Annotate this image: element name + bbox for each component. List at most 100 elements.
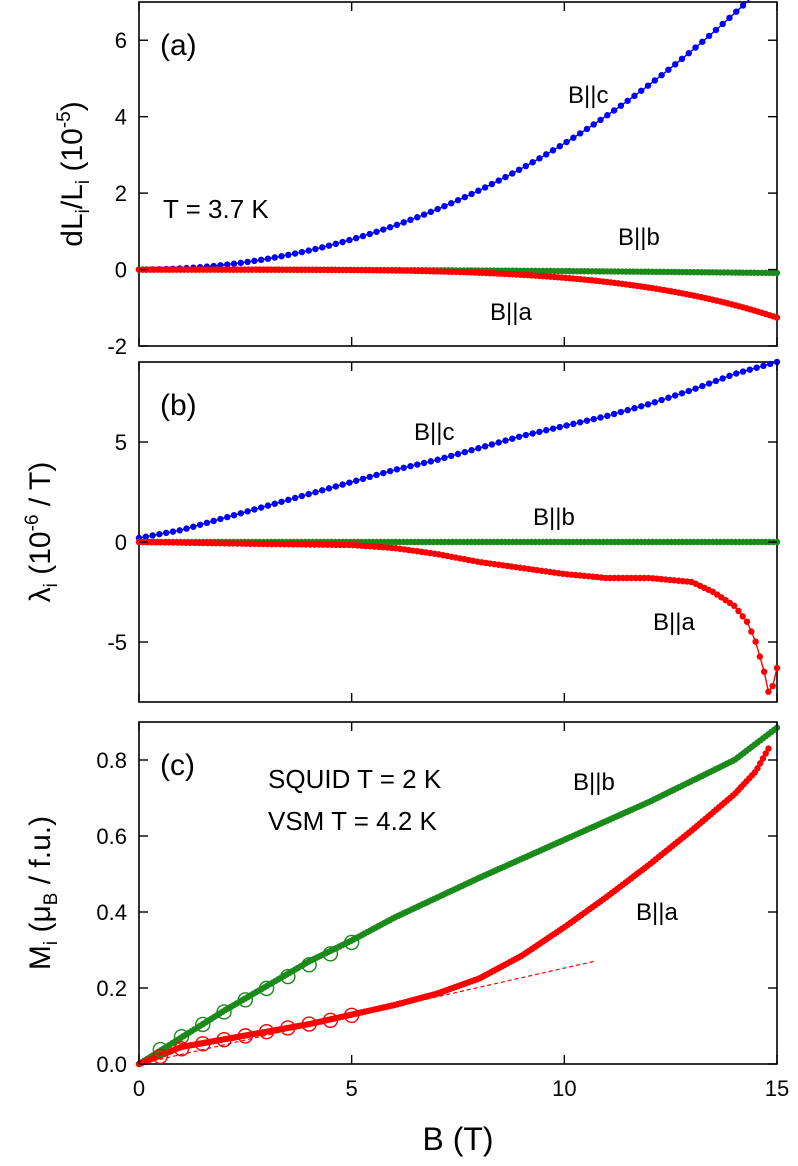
data-point-open (152, 1048, 168, 1065)
data-point (739, 368, 747, 375)
data-point (352, 477, 360, 484)
data-point (332, 483, 340, 490)
panel-c-label-b: B||b (573, 769, 615, 796)
data-point (597, 116, 604, 124)
data-point (407, 462, 414, 470)
data-point (339, 481, 346, 488)
data-point (454, 197, 462, 204)
data-point (631, 405, 638, 412)
panel-a-label: (a) (160, 29, 197, 62)
panel-a-label-a: B||a (490, 299, 532, 326)
data-point (665, 394, 672, 401)
data-point (244, 258, 251, 266)
panel-b-marks (135, 358, 781, 695)
data-point (475, 445, 482, 452)
data-point (251, 257, 258, 265)
data-point (773, 314, 781, 321)
data-point (757, 760, 764, 767)
data-point (746, 366, 754, 373)
data-point (726, 372, 733, 380)
data-point-open (195, 1016, 211, 1033)
data-point (224, 261, 231, 268)
fit-line (138, 960, 595, 1065)
data-point (610, 410, 618, 418)
data-point (515, 433, 523, 440)
data-point-open (343, 1007, 360, 1024)
x-tick-label: 5 (346, 1076, 358, 1101)
y-tick-label: -2 (107, 334, 127, 359)
data-point (658, 396, 665, 404)
data-point (210, 517, 217, 525)
data-point (762, 750, 769, 757)
data-point (183, 525, 190, 532)
data-point (312, 489, 319, 496)
y-tick-label: 4 (115, 105, 127, 130)
data-point (264, 255, 272, 262)
data-point (169, 528, 177, 535)
data-point (373, 228, 380, 235)
data-point (658, 71, 665, 79)
data-point (156, 530, 163, 538)
data-point (298, 492, 306, 500)
data-point (765, 688, 772, 695)
data-point-open (152, 1041, 168, 1058)
data-point-open (280, 968, 296, 985)
data-point (291, 494, 299, 502)
data-point (685, 387, 692, 395)
data-point (359, 475, 367, 483)
data-point (743, 618, 751, 625)
data-point (765, 745, 772, 752)
panel-c-vsm-note: VSM T = 4.2 K (268, 806, 438, 836)
data-point (441, 202, 448, 210)
data-point (386, 224, 394, 231)
data-point (563, 422, 570, 429)
data-point (760, 362, 767, 370)
data-point (726, 14, 733, 22)
data-point (754, 765, 761, 772)
panel-c-squid-note: SQUID T = 2 K (268, 764, 442, 794)
x-axis-label: B (T) (422, 1121, 493, 1157)
data-point (332, 240, 340, 248)
data-point (705, 380, 713, 387)
data-point (597, 414, 604, 421)
panel-a-label-c: B||c (568, 82, 608, 109)
data-point (149, 532, 156, 539)
y-tick-label: 2 (115, 181, 127, 206)
data-point (454, 450, 462, 458)
x-tick-label: 10 (552, 1076, 576, 1101)
panel-b: -5 0 5 (b) B||c B||b B||a λi (10-6 / T) (22, 358, 781, 703)
data-point (244, 508, 251, 515)
panel-a: -2 0 2 4 6 (a) T = 3.7 K B||c B||b B||a dLi/… (54, 0, 781, 359)
panel-a-frame (138, 1, 778, 347)
data-point (509, 170, 516, 177)
data-point (271, 254, 278, 261)
data-point-open (173, 1028, 190, 1045)
data-point (285, 251, 292, 259)
data-point (705, 32, 713, 40)
data-point (624, 406, 631, 414)
panel-c: 0.0 0.2 0.4 0.6 0.8 (c) SQUID T = 2 K VSM T … (24, 721, 781, 1077)
data-point (651, 77, 659, 84)
data-point (556, 423, 564, 431)
panel-a-temperature: T = 3.7 K (163, 194, 269, 224)
data-point (638, 87, 645, 94)
data-point (624, 97, 631, 104)
data-point (712, 26, 720, 34)
data-point (346, 236, 353, 244)
panel-c-ticks: 0.0 0.2 0.4 0.6 0.8 (96, 722, 778, 1077)
data-point (325, 485, 333, 492)
data-point (536, 428, 543, 436)
y-tick-label: 0.4 (96, 900, 127, 925)
data-point-open (195, 1036, 211, 1052)
x-tick-label: 0 (133, 1076, 145, 1101)
data-point (502, 437, 509, 444)
data-point (549, 425, 557, 432)
data-point (427, 208, 435, 216)
data-point (190, 523, 197, 530)
data-point (461, 193, 468, 201)
data-point (264, 502, 272, 509)
data-point (386, 467, 394, 475)
data-point (305, 490, 312, 498)
data-point-open (237, 992, 254, 1008)
